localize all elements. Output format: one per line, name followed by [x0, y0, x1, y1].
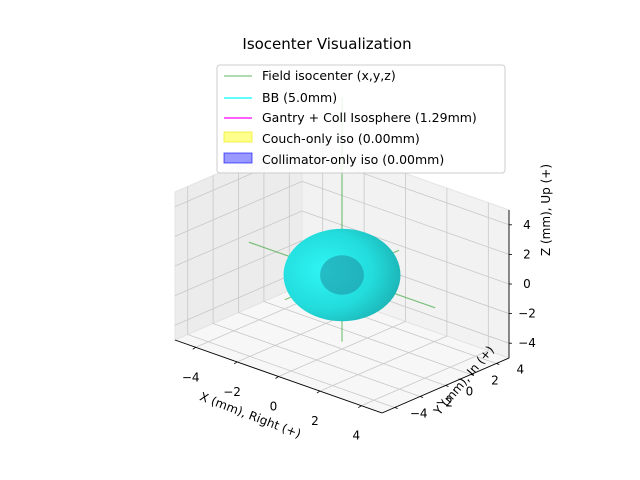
grid-y-floor [238, 312, 446, 386]
legend-label-collimator-iso: Collimator-only iso (0.00mm) [262, 152, 444, 167]
tick-labels: −4 −2 0 2 4 −4 −2 0 2 4 −4 −2 0 2 4 [182, 218, 536, 443]
legend: Field isocenter (x,y,z) BB (5.0mm) Gantr… [216, 64, 506, 174]
x-tick-mark [275, 376, 279, 379]
grid-z-side [174, 269, 303, 326]
grid-y-floor [212, 323, 421, 397]
legend-frame [216, 64, 506, 174]
y-tick-label: 0 [466, 385, 474, 399]
x-tick-label: 4 [352, 429, 360, 443]
grid-z-side [174, 240, 303, 296]
z-tick-label: 4 [523, 218, 531, 232]
x-tick-mark [358, 405, 362, 409]
y-tick-mark [419, 396, 424, 398]
grid-z-side [174, 181, 303, 237]
x-tick-label: −4 [182, 370, 200, 384]
legend-label-bb: BB (5.0mm) [262, 90, 337, 105]
y-tick-mark [445, 385, 449, 387]
x-tick-mark [192, 346, 196, 350]
x-axis-label: X (mm), Right (+) [198, 390, 303, 442]
grid-y-floor [187, 334, 395, 408]
y-tick-label: 4 [516, 363, 524, 377]
z-tick-label: 0 [523, 277, 531, 291]
grid-z-back [301, 181, 510, 255]
z-axis-label: Z (mm), Up (+) [539, 164, 553, 256]
legend-label-field-isocenter: Field isocenter (x,y,z) [262, 68, 396, 83]
grid-z-back [301, 210, 510, 285]
x-tick-label: 0 [270, 400, 278, 414]
grid-y-floor [263, 301, 472, 375]
y-tick-mark [496, 363, 500, 365]
legend-swatch-couch-iso [223, 131, 253, 143]
grid-z-side [174, 210, 303, 267]
y-tick-mark [394, 407, 398, 409]
chart-title: Isocenter Visualization [242, 35, 411, 53]
y-tick-label: 2 [491, 374, 499, 388]
plot-elements [248, 97, 436, 342]
legend-label-isosphere: Gantry + Coll Isosphere (1.29mm) [262, 110, 477, 125]
legend-swatch-collimator-iso [223, 152, 253, 164]
legend-label-couch-iso: Couch-only iso (0.00mm) [262, 131, 420, 146]
x-tick-mark [233, 361, 238, 365]
y-tick-label: −2 [435, 396, 453, 410]
x-tick-mark [316, 390, 321, 394]
z-tick-label: 2 [523, 247, 531, 261]
x-tick-label: −2 [223, 385, 241, 399]
x-tick-label: 2 [311, 414, 319, 428]
y-tick-mark [470, 374, 475, 376]
y-tick-label: −4 [410, 407, 428, 421]
gantry-coll-isosphere [320, 255, 364, 295]
z-tick-label: −2 [518, 307, 536, 321]
z-tick-label: −4 [518, 336, 536, 350]
